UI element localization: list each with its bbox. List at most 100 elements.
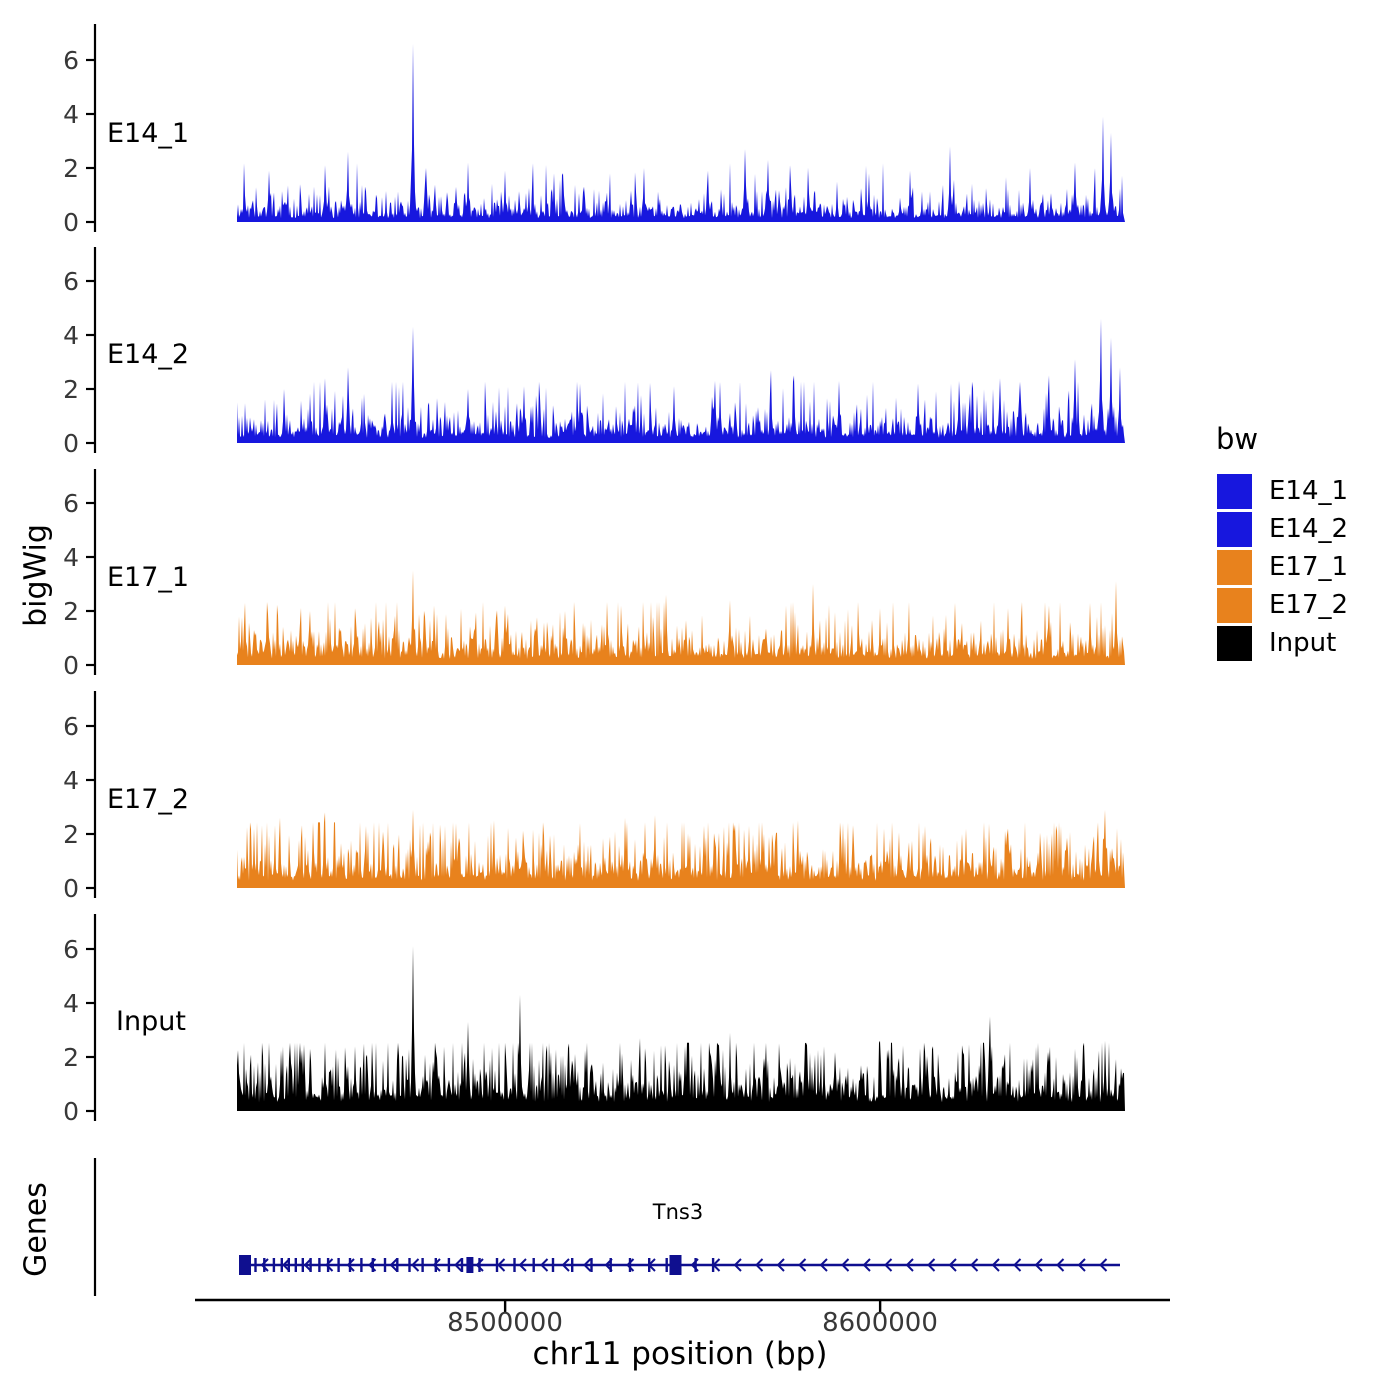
y-tick-label: 6 (63, 46, 79, 75)
gene-exon (326, 1258, 330, 1272)
gene-exon (590, 1258, 593, 1272)
legend-swatch (1216, 586, 1253, 624)
legend-swatch (1216, 548, 1253, 586)
x-axis (195, 1298, 1170, 1312)
signal-area-E14_2 (237, 318, 1125, 443)
gene-exon (466, 1257, 474, 1273)
legend-title: bw (1216, 422, 1259, 456)
y-tick-label: 6 (63, 267, 79, 296)
gene-strand-arrows (260, 1258, 1108, 1272)
gene-exon (532, 1258, 535, 1272)
gene-exon (447, 1258, 451, 1272)
gene-exon (254, 1258, 257, 1272)
legend-label: E14_2 (1269, 514, 1349, 544)
legend-swatch (1216, 510, 1253, 548)
x-tick-label-8500000: 8500000 (447, 1308, 563, 1338)
track-label-e17-2: E17_2 (107, 784, 190, 815)
gene-exon (371, 1258, 374, 1272)
track-panel-E14_1: 0 2 4 6 (63, 24, 1125, 237)
gene-exon (551, 1258, 555, 1272)
y-tick-label: 2 (63, 1043, 79, 1072)
gene-exon (478, 1258, 481, 1272)
gene-exon (301, 1258, 304, 1272)
y-tick-label: 6 (63, 935, 79, 964)
y-tick-label: 0 (63, 429, 79, 458)
signal-area-Input (237, 946, 1125, 1111)
gene-exon (280, 1258, 283, 1272)
x-tick-label-8600000: 8600000 (822, 1308, 938, 1338)
track-label-e14-2: E14_2 (107, 339, 190, 370)
y-tick-label: 6 (63, 489, 79, 518)
gene-exon (460, 1258, 464, 1272)
track-panel-E17_2: 0 2 4 6 (63, 691, 1125, 903)
x-axis-title: chr11 position (bp) (532, 1336, 828, 1372)
y-tick-label: 4 (63, 989, 79, 1018)
gene-exon (571, 1258, 574, 1272)
y-tick-label: 4 (63, 100, 79, 129)
legend-swatch (1216, 624, 1253, 662)
legend-label: E14_1 (1269, 476, 1349, 506)
gene-exon (396, 1258, 399, 1272)
gene-exon (648, 1258, 651, 1272)
y-tick-label: 0 (63, 208, 79, 237)
legend-item-e14-2: E14_2 (1216, 510, 1348, 548)
legend-item-e14-1: E14_1 (1216, 472, 1348, 510)
legend-label: E17_1 (1269, 552, 1349, 582)
gene-exon (360, 1258, 363, 1272)
y-axis-title: bigWig (18, 524, 54, 627)
track-label-e17-1: E17_1 (107, 562, 190, 593)
gene-exon (239, 1255, 251, 1275)
gene-exon (669, 1255, 682, 1275)
gene-exon (408, 1258, 411, 1272)
y-tick-label: 2 (63, 375, 79, 404)
track-panel-Input: 0 2 4 6 (63, 914, 1125, 1126)
gene-exon (694, 1258, 697, 1272)
legend-label: Input (1269, 628, 1337, 658)
legend-label: E17_2 (1269, 590, 1349, 620)
gene-exon (383, 1258, 387, 1272)
y-tick-label: 2 (63, 597, 79, 626)
gene-exon (609, 1258, 612, 1272)
gene-exon (287, 1258, 290, 1272)
track-label-input: Input (116, 1006, 186, 1037)
y-tick-label: 4 (63, 766, 79, 795)
y-tick-label: 2 (63, 154, 79, 183)
gene-exon (318, 1258, 321, 1272)
y-tick-label: 4 (63, 543, 79, 572)
legend-swatch (1216, 472, 1253, 510)
track-panel-E17_1: 0 2 4 6 (63, 469, 1125, 680)
gene-exon (337, 1258, 340, 1272)
gene-exon (272, 1258, 276, 1272)
gene-exon (294, 1258, 297, 1272)
gene-exon (628, 1258, 632, 1272)
gene-exon (309, 1258, 312, 1272)
gene-exon (434, 1258, 437, 1272)
gene-exon (513, 1258, 516, 1272)
signal-area-E14_1 (237, 43, 1125, 222)
signal-area-E17_2 (237, 809, 1125, 888)
legend-item-input: Input (1216, 624, 1348, 662)
y-tick-label: 0 (63, 874, 79, 903)
genes-axis-title: Genes (18, 1182, 54, 1277)
gene-exon (495, 1258, 499, 1272)
track-label-e14-1: E14_1 (107, 118, 190, 149)
track-panel-E14_2: 0 2 4 6 (63, 247, 1125, 458)
y-tick-label: 6 (63, 712, 79, 741)
gene-exon (263, 1258, 266, 1272)
gene-exon (421, 1258, 424, 1272)
signal-area-E17_1 (237, 570, 1125, 665)
gene-exon (348, 1258, 352, 1272)
legend-item-e17-1: E17_1 (1216, 548, 1348, 586)
y-tick-label: 4 (63, 321, 79, 350)
legend-item-e17-2: E17_2 (1216, 586, 1348, 624)
y-tick-label: 0 (63, 651, 79, 680)
y-tick-label: 0 (63, 1097, 79, 1126)
gene-name-label: Tns3 (652, 1200, 704, 1224)
genes-panel (93, 1158, 1120, 1296)
legend: bw E14_1 E14_2 E17_1 E17_2 Input (1216, 422, 1348, 662)
gene-exon (665, 1258, 668, 1272)
y-tick-label: 2 (63, 820, 79, 849)
gene-exon (711, 1258, 715, 1272)
